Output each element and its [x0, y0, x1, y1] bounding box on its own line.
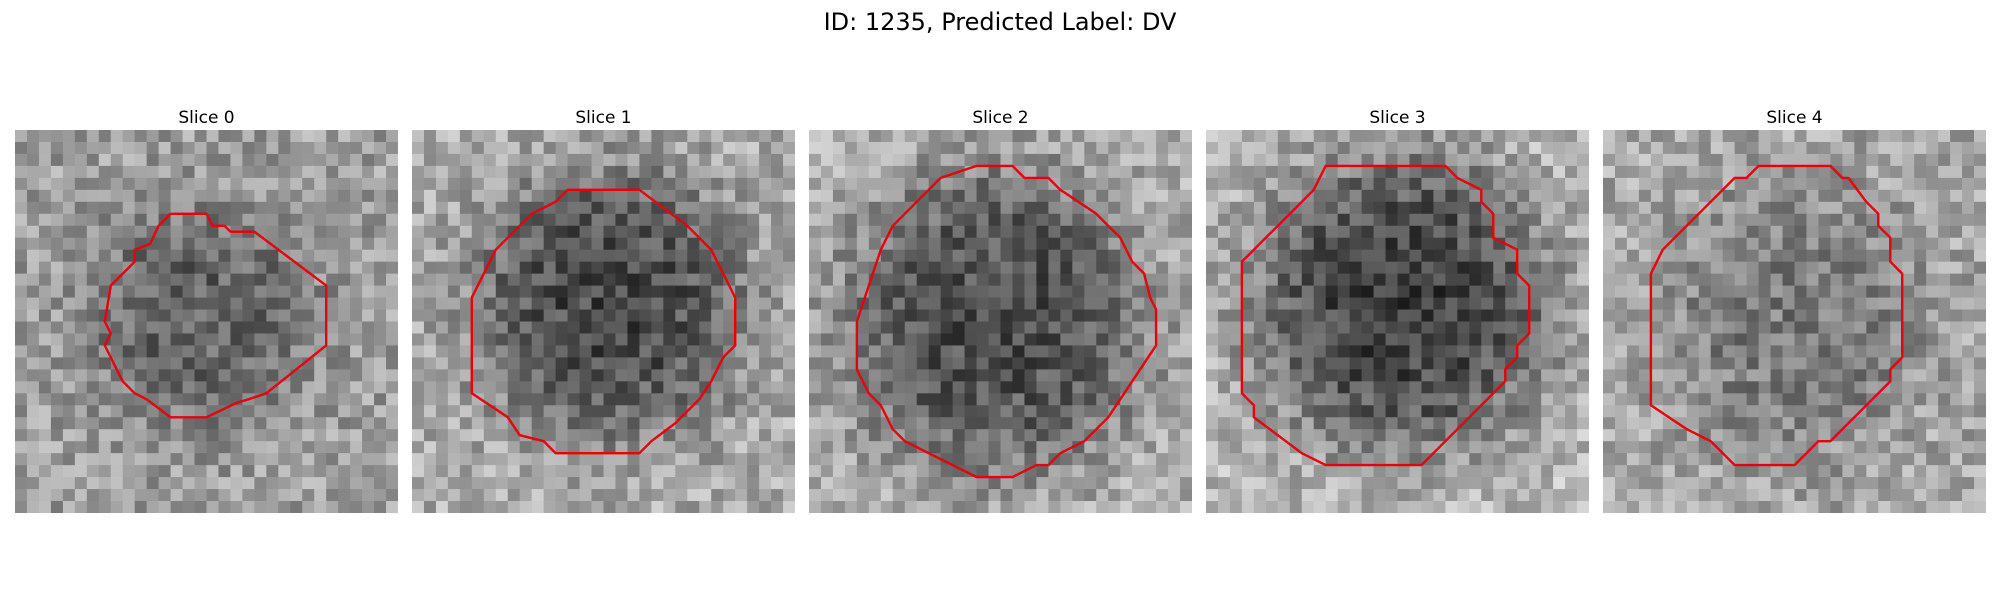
pixel-grid — [15, 130, 398, 513]
slice-image-3 — [1206, 130, 1589, 513]
slice-panel-2: Slice 2 — [809, 106, 1192, 513]
slice-panel-1: Slice 1 — [412, 106, 795, 513]
pixel-grid — [1206, 130, 1589, 513]
slice-image-1 — [412, 130, 795, 513]
slice-title: Slice 0 — [15, 106, 398, 130]
figure-title: ID: 1235, Predicted Label: DV — [0, 5, 2000, 39]
slice-title: Slice 1 — [412, 106, 795, 130]
slice-panel-3: Slice 3 — [1206, 106, 1589, 513]
slice-image-4 — [1603, 130, 1986, 513]
pixel-grid — [1603, 130, 1986, 513]
slice-title: Slice 2 — [809, 106, 1192, 130]
slice-title: Slice 4 — [1603, 106, 1986, 130]
slice-panel-4: Slice 4 — [1603, 106, 1986, 513]
pixel-grid — [412, 130, 795, 513]
slice-panel-0: Slice 0 — [15, 106, 398, 513]
slice-image-2 — [809, 130, 1192, 513]
slice-image-0 — [15, 130, 398, 513]
pixel-grid — [809, 130, 1192, 513]
slice-title: Slice 3 — [1206, 106, 1589, 130]
